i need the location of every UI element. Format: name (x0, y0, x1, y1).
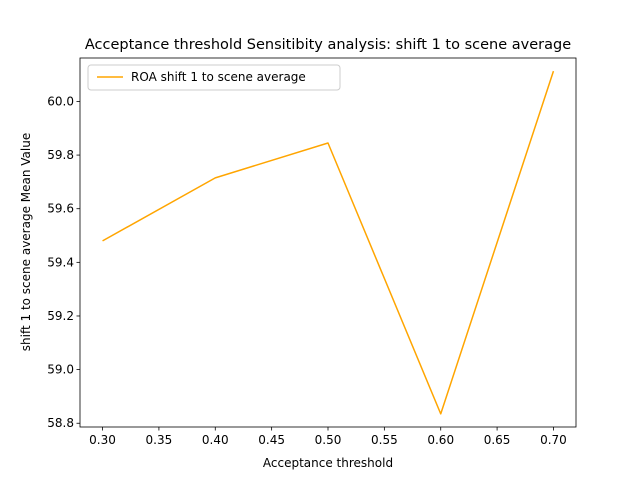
chart-title: Acceptance threshold Sensitibity analysi… (85, 37, 571, 53)
axes-frame (79, 57, 577, 428)
y-tick-label: 59.4 (47, 255, 74, 269)
y-tick-label: 58.8 (47, 416, 74, 430)
y-tick-label: 59.6 (47, 202, 74, 216)
x-tick-label: 0.65 (484, 433, 511, 447)
y-tick-label: 59.0 (47, 363, 74, 377)
y-tick-label: 59.8 (47, 148, 74, 162)
x-tick-label: 0.70 (540, 433, 567, 447)
x-axis-label: Acceptance threshold (263, 456, 393, 470)
y-axis-label: shift 1 to scene average Mean Value (19, 133, 33, 351)
x-tick-label: 0.55 (371, 433, 398, 447)
y-tick-label: 60.0 (47, 94, 74, 108)
x-tick-label: 0.60 (427, 433, 454, 447)
legend: ROA shift 1 to scene average (87, 64, 341, 91)
x-tick-label: 0.40 (202, 433, 229, 447)
y-tick-label: 59.2 (47, 309, 74, 323)
legend-entry: ROA shift 1 to scene average (131, 70, 306, 84)
plot-area: 0.30 0.35 0.40 0.45 0.50 0.55 0.60 0.65 0.70 58.8… (47, 57, 577, 447)
x-tick-label: 0.35 (146, 433, 173, 447)
series-line-0 (102, 70, 555, 415)
x-tick-label: 0.45 (258, 433, 285, 447)
x-tick-label: 0.30 (89, 433, 116, 447)
legend-box (87, 64, 341, 91)
x-tick-label: 0.50 (315, 433, 342, 447)
